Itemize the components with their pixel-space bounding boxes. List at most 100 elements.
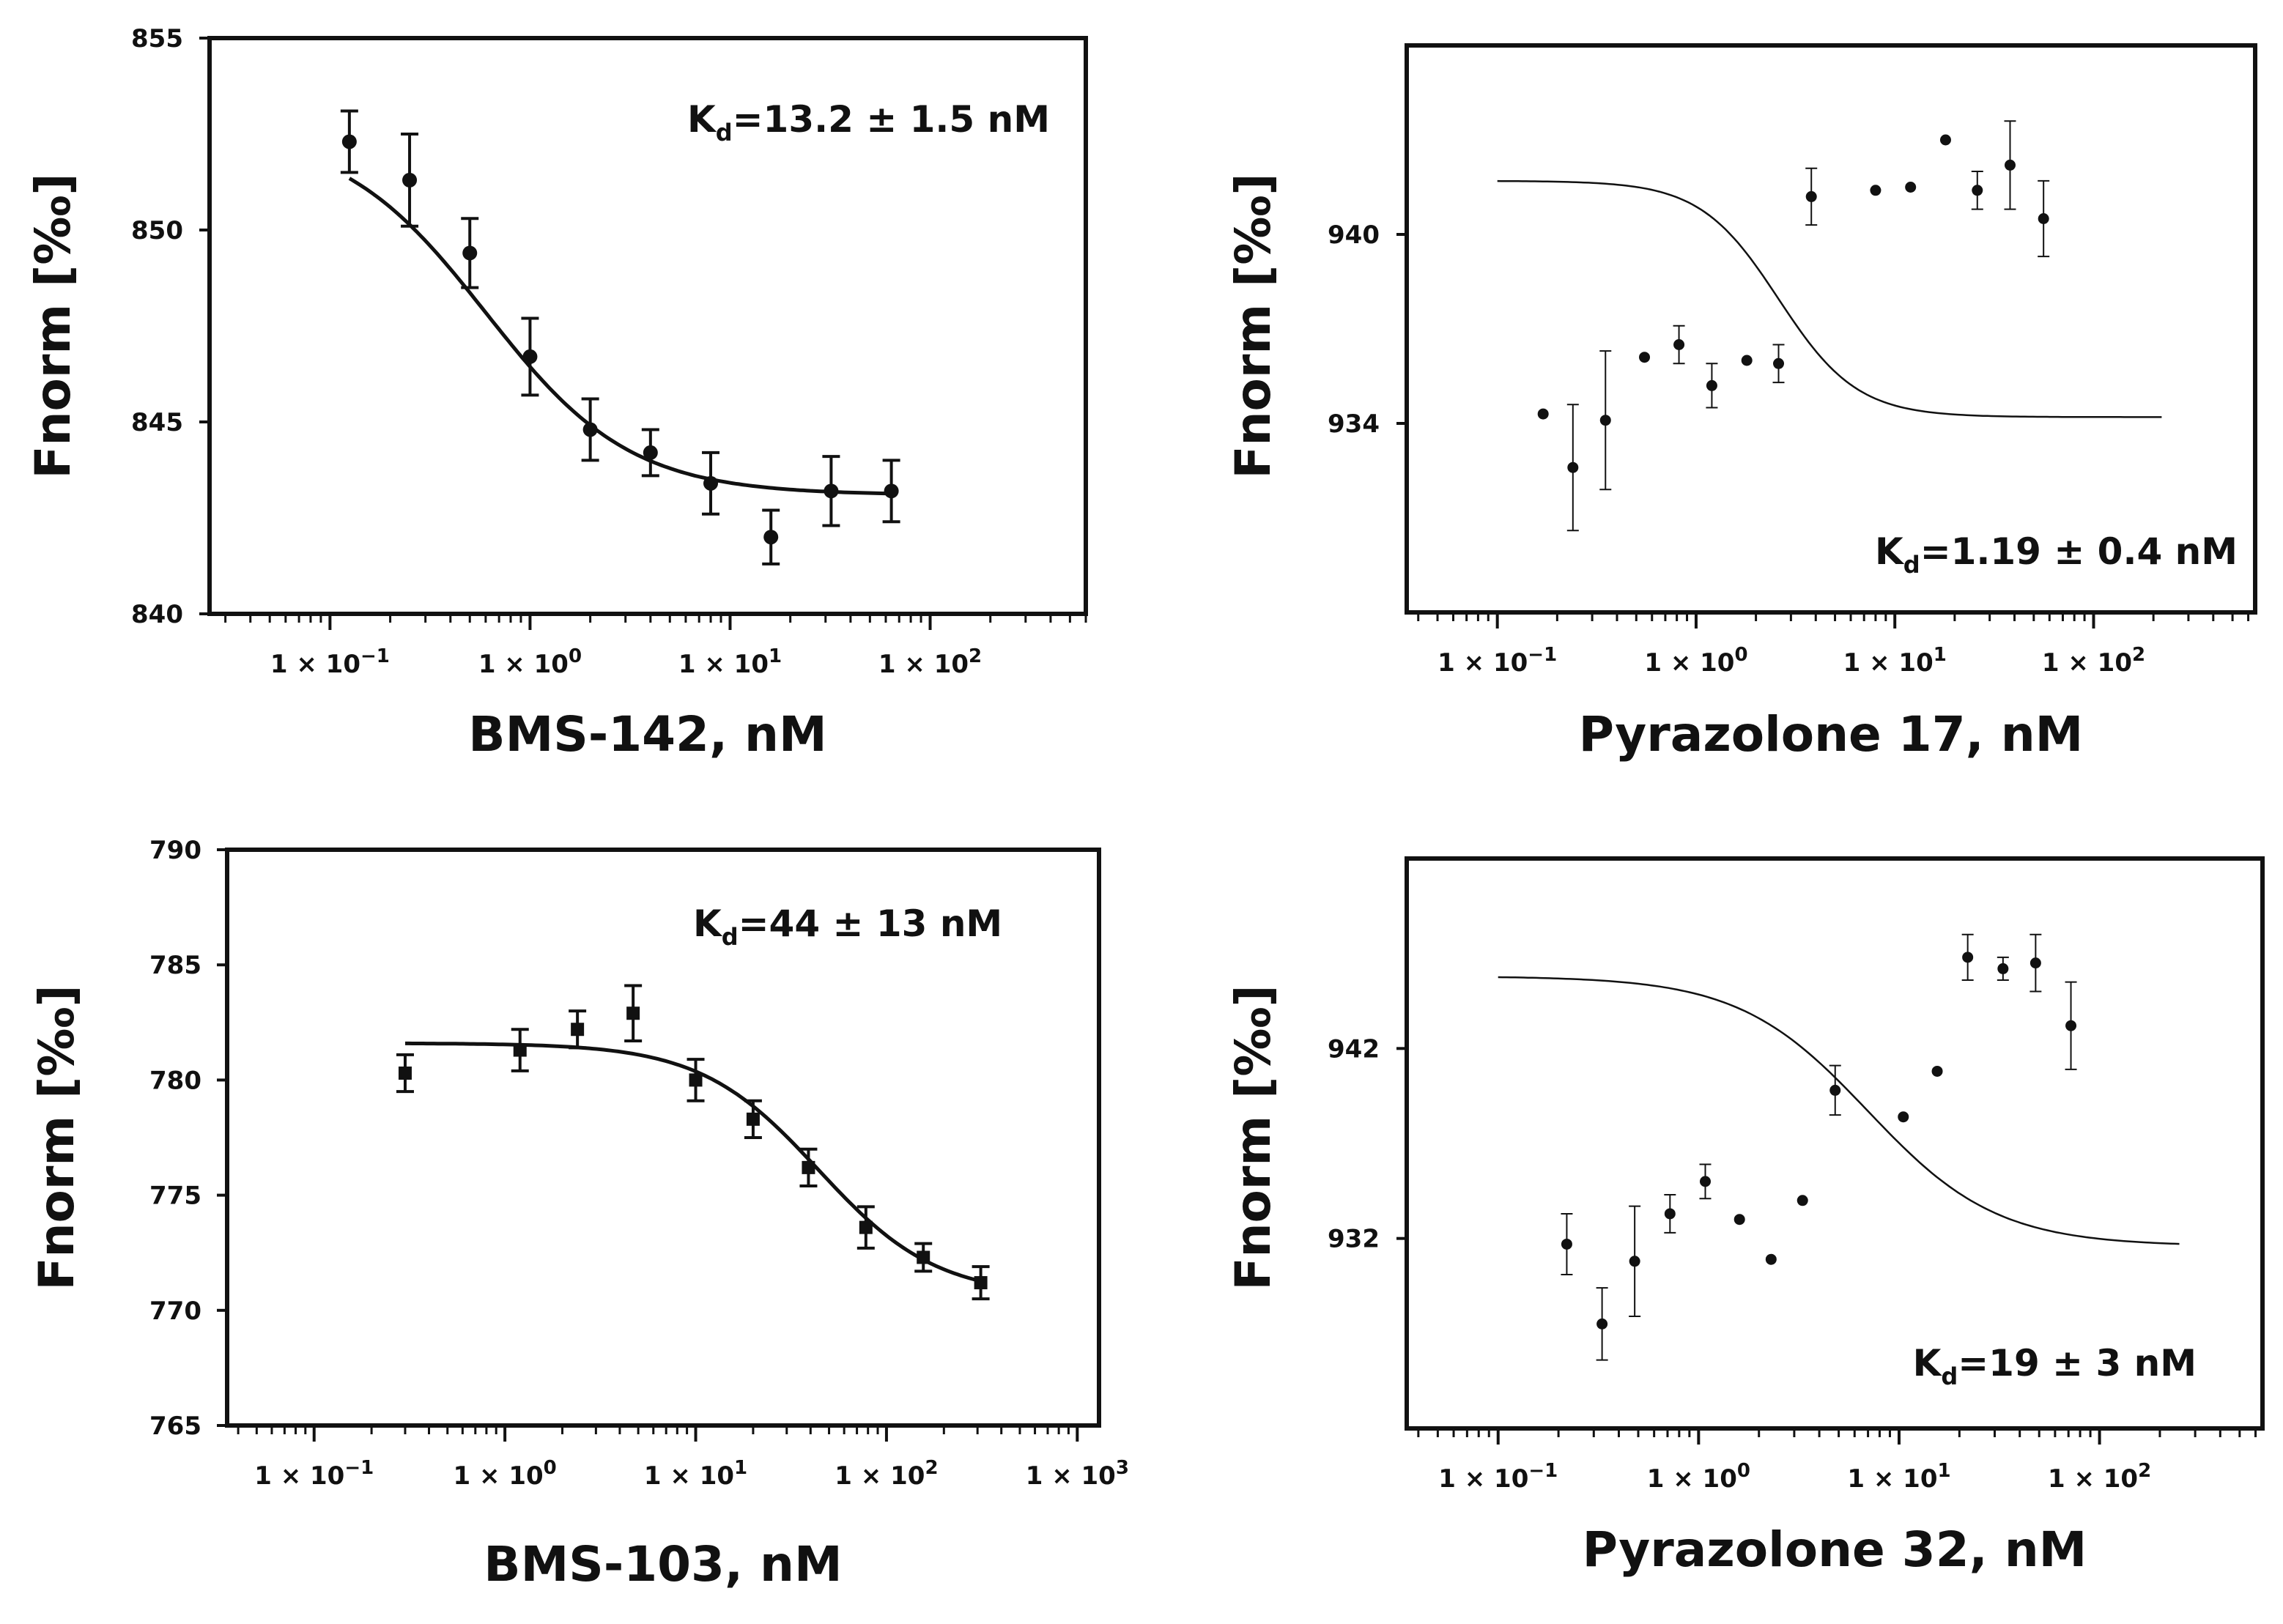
marker-dot bbox=[2004, 159, 2016, 171]
marker-dot bbox=[1629, 1256, 1640, 1267]
y-axis-label: Fnorm [‰] bbox=[25, 173, 81, 478]
data-point bbox=[1699, 1163, 1712, 1200]
marker-dot bbox=[1797, 1195, 1808, 1206]
data-point bbox=[1537, 408, 1549, 420]
data-point bbox=[396, 1053, 414, 1094]
chart-bms103: 765 770 775 780 785 790 1 × 10−1 1 × 100 1 × 101… bbox=[29, 836, 1129, 1593]
data-point bbox=[1870, 185, 1881, 196]
plot-frame bbox=[225, 848, 1101, 1428]
marker-dot bbox=[1773, 357, 1785, 369]
y-axis-label: Fnorm [‰] bbox=[1225, 985, 1281, 1290]
marker-square bbox=[626, 1006, 640, 1020]
y-tick-label: 765 bbox=[149, 1412, 201, 1441]
data-point bbox=[1561, 1212, 1573, 1275]
marker-dot bbox=[2065, 1020, 2077, 1031]
chart-pyrazolone17: 934 940 1 × 10−1 1 × 100 1 × 101 1 × 102 Pyraz… bbox=[1225, 43, 2257, 763]
x-tick-label: 1 × 10−1 bbox=[270, 645, 390, 679]
marker-dot bbox=[2029, 957, 2041, 969]
x-tick-label: 1 × 103 bbox=[1026, 1457, 1129, 1491]
y-tick-label: 932 bbox=[1328, 1225, 1380, 1254]
data-point bbox=[569, 1009, 587, 1050]
y-tick-label: 942 bbox=[1328, 1034, 1380, 1064]
data-point bbox=[2029, 933, 2042, 993]
data-point bbox=[1596, 1287, 1608, 1361]
marker-square bbox=[513, 1043, 527, 1057]
kd-annotation: Kd=44 ± 13 nM bbox=[693, 902, 1002, 951]
marker-dot bbox=[1962, 952, 1974, 963]
data-point bbox=[1629, 1205, 1641, 1317]
data-point bbox=[2004, 120, 2016, 210]
fit-curve bbox=[1498, 976, 2180, 1245]
data-point bbox=[1772, 344, 1785, 384]
x-tick-label: 1 × 10−1 bbox=[254, 1457, 374, 1491]
x-tick-label: 1 × 102 bbox=[878, 645, 982, 679]
marker-dot bbox=[1805, 190, 1817, 202]
x-axis-label: Pyrazolone 32, nM bbox=[1583, 1521, 2087, 1578]
data-point bbox=[1599, 350, 1612, 491]
marker-square bbox=[689, 1073, 703, 1087]
x-tick-label: 1 × 101 bbox=[678, 645, 782, 679]
marker-dot bbox=[1596, 1318, 1608, 1330]
chart-bms142: 840 845 850 855 1 × 10−1 1 × 100 1 × 101 1 × 10… bbox=[25, 24, 1088, 763]
kd-annotation: Kd=1.19 ± 0.4 nM bbox=[1875, 530, 2238, 579]
data-point bbox=[2065, 981, 2077, 1070]
x-axis-label: BMS-103, nM bbox=[484, 1536, 842, 1593]
data-point bbox=[1673, 325, 1685, 365]
fit-curve bbox=[348, 177, 892, 496]
data-point bbox=[1664, 1194, 1676, 1234]
marker-square bbox=[746, 1112, 760, 1126]
kd-annotation: Kd=13.2 ± 1.5 nM bbox=[687, 98, 1050, 147]
data-point bbox=[1905, 182, 1917, 193]
marker-dot bbox=[1673, 339, 1685, 350]
x-tick-label: 1 × 10−1 bbox=[1437, 644, 1557, 678]
data-point bbox=[340, 109, 358, 174]
x-tick-label: 1 × 101 bbox=[644, 1457, 747, 1491]
y-tick-label: 775 bbox=[149, 1182, 201, 1211]
chart-pyrazolone32: 932 942 1 × 10−1 1 × 100 1 × 101 1 × 102 Pyraz… bbox=[1225, 856, 2265, 1578]
data-point bbox=[581, 397, 599, 462]
marker-dot bbox=[1898, 1111, 1909, 1123]
x-tick-label: 1 × 100 bbox=[454, 1457, 557, 1491]
data-point bbox=[1931, 1065, 1943, 1077]
y-tick-label: 840 bbox=[131, 600, 183, 629]
y-tick-label: 934 bbox=[1328, 409, 1380, 439]
x-tick-label: 1 × 101 bbox=[1843, 644, 1947, 678]
data-point bbox=[1733, 1214, 1745, 1226]
marker-dot bbox=[1765, 1253, 1777, 1265]
x-tick-label: 1 × 102 bbox=[2042, 644, 2145, 678]
x-tick-label: 1 × 10−1 bbox=[1438, 1460, 1558, 1494]
y-axis-label: Fnorm [‰] bbox=[29, 985, 85, 1290]
data-point bbox=[914, 1242, 933, 1273]
x-tick-label: 1 × 100 bbox=[1644, 644, 1747, 678]
plot-frame bbox=[1405, 43, 2257, 615]
y-tick-label: 770 bbox=[149, 1297, 201, 1326]
marker-dot bbox=[2038, 213, 2049, 224]
data-point bbox=[1797, 1195, 1808, 1206]
y-tick-label: 790 bbox=[149, 836, 201, 865]
marker-dot bbox=[1829, 1084, 1841, 1096]
marker-circle bbox=[462, 245, 478, 261]
marker-square bbox=[398, 1066, 412, 1080]
data-point bbox=[1706, 363, 1718, 409]
marker-dot bbox=[1561, 1238, 1572, 1250]
marker-circle bbox=[582, 422, 598, 437]
plot-frame bbox=[207, 36, 1088, 616]
marker-dot bbox=[1972, 185, 1983, 196]
data-point bbox=[702, 451, 720, 516]
data-point bbox=[1898, 1111, 1909, 1123]
data-point bbox=[762, 508, 780, 566]
fit-curve bbox=[405, 1041, 984, 1284]
y-tick-label: 850 bbox=[131, 216, 183, 245]
marker-square bbox=[917, 1250, 930, 1264]
data-point bbox=[799, 1147, 818, 1188]
marker-dot bbox=[1639, 352, 1651, 363]
x-tick-label: 1 × 102 bbox=[2048, 1460, 2151, 1494]
data-point bbox=[461, 217, 479, 289]
data-point bbox=[1639, 352, 1651, 363]
fit-curve bbox=[1497, 179, 2162, 418]
y-tick-label: 780 bbox=[149, 1066, 201, 1095]
data-point bbox=[856, 1205, 875, 1250]
data-point bbox=[687, 1058, 705, 1102]
marker-dot bbox=[1706, 379, 1717, 391]
